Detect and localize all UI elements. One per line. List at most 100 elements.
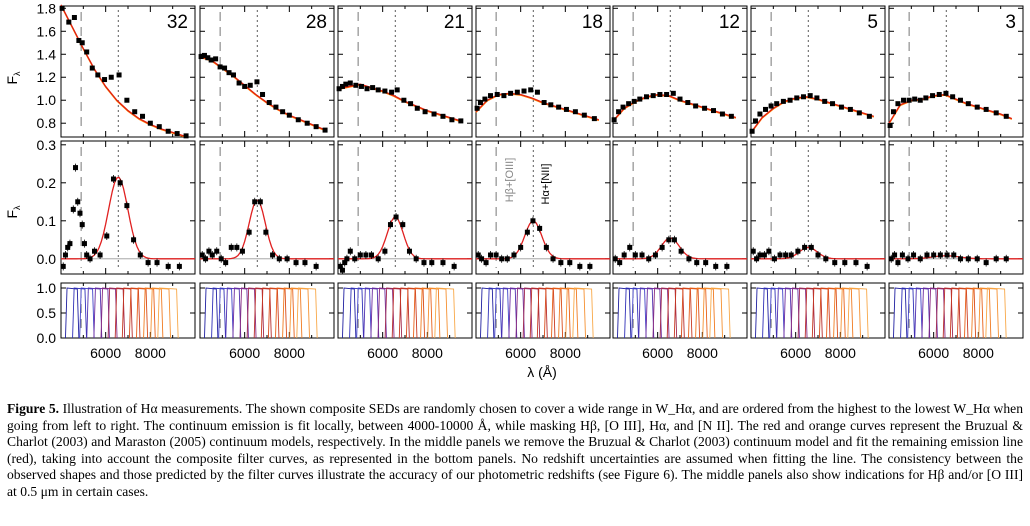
residual-point [518,244,524,250]
panel-32: 32 6000 8000 [59,4,196,361]
sed-point [711,108,716,114]
residual-point [766,248,772,254]
residual-point [493,252,499,258]
filter-curve [501,287,518,339]
filter-curve [964,287,984,339]
y-tick-label: 0.1 [37,213,57,229]
sed-point [856,110,862,116]
sed-point [965,101,971,107]
filter-curve [826,287,846,339]
filter-curve [225,287,242,339]
residual-point [393,214,399,220]
sed-point [208,57,214,63]
filter-curve [356,287,372,339]
sed-point [382,88,388,94]
sed-point [76,37,82,43]
filter-curve [617,287,632,339]
sed-point [84,49,90,55]
x-tick-label: 6000 [505,345,536,361]
sed-point [719,111,725,117]
sed-point [895,101,901,107]
residual-point [79,222,85,228]
sed-point [807,93,813,99]
residual-point [400,222,406,228]
sed-point [923,95,929,101]
y-tick-label: 1.0 [37,280,57,296]
residual-point [671,237,677,243]
residual-point [131,237,137,243]
residual-point [60,263,66,269]
sed-point [757,111,763,117]
sed-point [59,5,65,11]
residual-point [293,260,299,266]
sed-point [339,83,345,89]
residual-point [842,260,848,266]
sed-point [534,89,540,95]
sed-point [198,54,204,60]
residual-point [659,244,665,250]
sed-point [347,80,353,86]
filter-curve [72,287,87,339]
residual-point [530,218,536,224]
residual-point [276,256,282,262]
residual-point [357,252,363,258]
sed-point [974,104,980,110]
filter-curve [157,287,179,339]
sed-point [508,90,514,96]
sed-point [950,94,956,100]
residual-point [937,252,943,258]
residual-point [899,252,905,258]
residual-point [646,256,652,262]
filter-curve [956,287,977,339]
residual-point [931,252,937,258]
residual-point [666,237,672,243]
residual-point [713,263,719,269]
y-tick-label: 0.0 [37,330,57,346]
filter-curve [762,287,777,339]
filter-curve [349,287,364,339]
residual-point [577,263,583,269]
y-tick-label: 0.0 [37,251,57,267]
sed-point [458,118,464,124]
x-tick-label: 8000 [687,345,718,361]
sed-point [217,64,223,70]
panel-label: 21 [444,12,465,33]
sed-point [266,100,272,106]
sed-point [183,133,189,139]
residual-point [724,263,730,269]
hbeta-oiii-label: Hβ+[OIII] [504,158,516,203]
m05-continuum [60,5,185,138]
sed-point [247,82,253,88]
residual-point [944,252,950,258]
filter-curve [900,287,915,339]
residual-point [440,260,446,266]
residual-point [234,244,240,250]
residual-point [911,252,917,258]
residual-point [413,256,419,262]
filter-curve [434,287,456,339]
sed-point [222,65,228,71]
sed-point [449,117,455,123]
sed-point [389,89,395,95]
sed-point [254,79,260,85]
sed-point [322,127,328,133]
panel-label: 5 [867,12,878,33]
residual-point [375,256,381,262]
residual-point [75,199,81,205]
sed-point [364,86,370,92]
sed-point [304,120,310,126]
residual-point [802,244,808,250]
residual-point [543,244,549,250]
figure-caption: Figure 5. Illustration of Hα measurement… [7,401,1023,501]
top-row-ylabel: Fλ [4,71,22,85]
sed-point [936,91,942,97]
sed-point [482,96,488,102]
bc03-continuum [750,96,875,133]
filter-curve [86,287,103,339]
x-tick-label: 8000 [550,345,581,361]
sed-point [626,101,632,107]
filter-curve [275,287,295,339]
residual-point [214,248,220,254]
y-tick-label: 1.8 [37,0,57,16]
sed-point [474,105,480,111]
